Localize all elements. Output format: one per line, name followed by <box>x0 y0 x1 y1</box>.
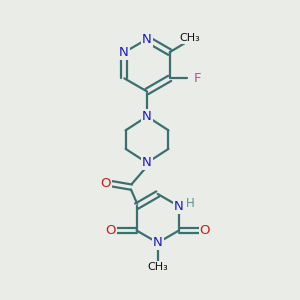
Text: N: N <box>153 236 163 249</box>
Text: N: N <box>142 156 152 169</box>
Text: N: N <box>142 110 152 123</box>
Text: N: N <box>119 46 129 59</box>
Text: CH₃: CH₃ <box>147 262 168 272</box>
Text: N: N <box>142 33 152 46</box>
Text: O: O <box>105 224 116 237</box>
Text: H: H <box>186 197 194 210</box>
Text: O: O <box>100 177 111 190</box>
Text: O: O <box>200 224 210 237</box>
Text: N: N <box>174 200 184 213</box>
Text: CH₃: CH₃ <box>179 33 200 43</box>
Text: F: F <box>194 72 201 85</box>
